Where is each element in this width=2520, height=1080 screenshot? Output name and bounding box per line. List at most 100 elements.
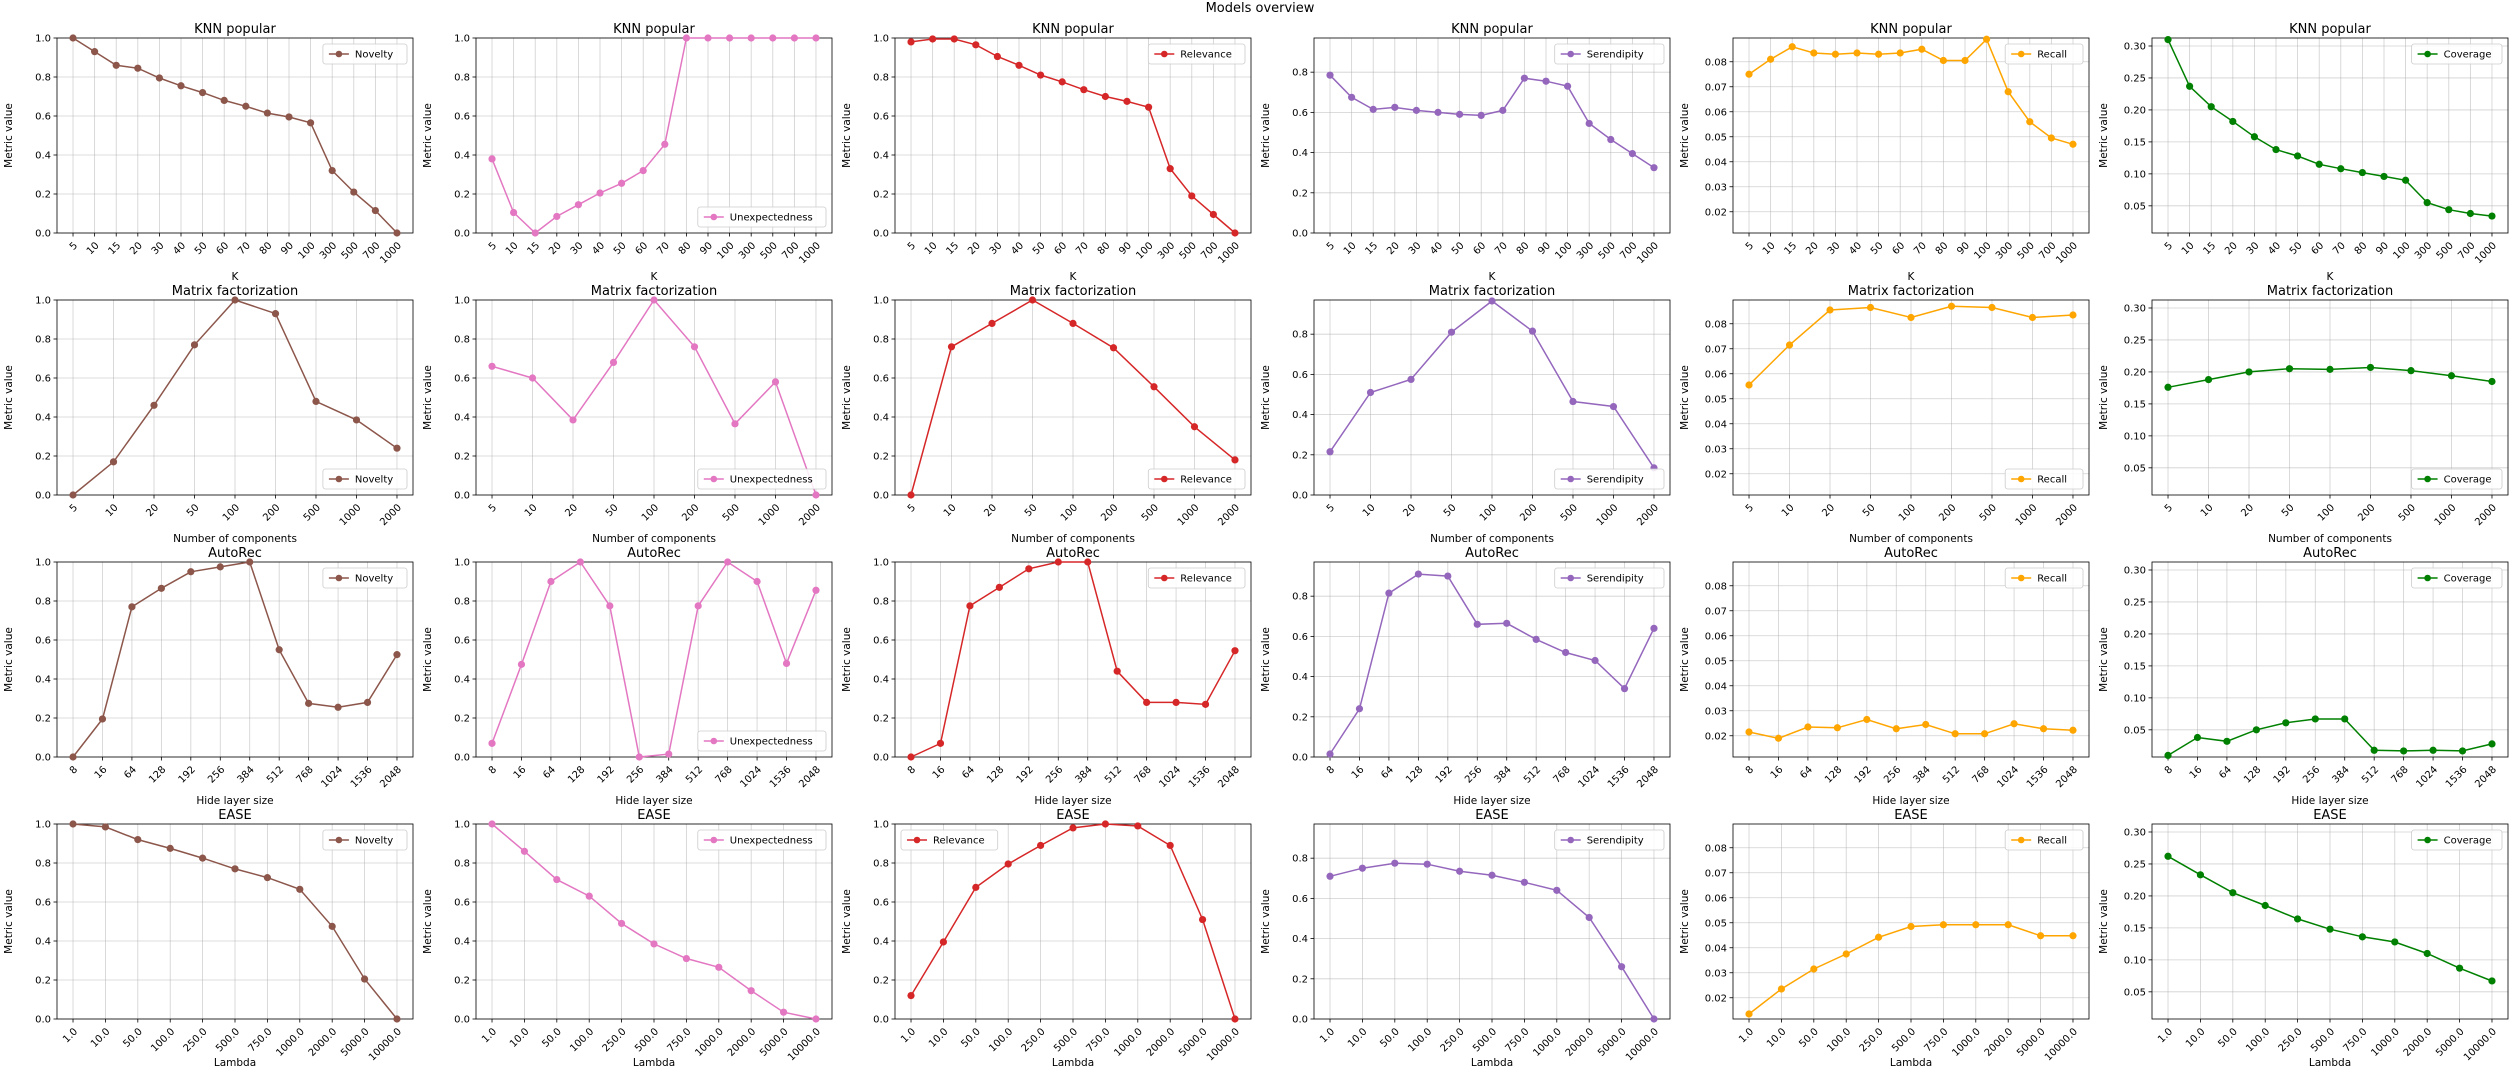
data-point xyxy=(1804,723,1812,731)
data-point xyxy=(639,167,647,175)
y-tick-label: 0.8 xyxy=(454,597,470,608)
data-point xyxy=(1326,448,1334,456)
subplot-title: EASE xyxy=(218,808,252,823)
subplot-title: Matrix factorization xyxy=(591,284,717,299)
y-axis-label: Metric value xyxy=(2098,889,2110,954)
x-tick-label: 20 xyxy=(1820,502,1837,519)
data-point xyxy=(2358,168,2366,177)
x-tick-label: 1000 xyxy=(2054,240,2080,266)
y-tick-label: 0.0 xyxy=(1292,491,1308,502)
data-point xyxy=(150,401,158,409)
subplot-title: EASE xyxy=(1894,808,1928,823)
data-point xyxy=(98,715,107,723)
x-tick-label: 384 xyxy=(236,764,257,785)
data-point xyxy=(2026,118,2034,126)
data-point xyxy=(1326,872,1334,880)
data-point xyxy=(779,1008,788,1016)
x-axis-label: K xyxy=(2327,271,2335,283)
legend-marker xyxy=(335,475,343,483)
y-tick-label: 0.8 xyxy=(873,73,889,84)
x-tick-label: 90 xyxy=(1536,240,1553,257)
subplot-title: Matrix factorization xyxy=(1848,284,1974,299)
data-point xyxy=(1385,589,1393,597)
x-tick-label: 128 xyxy=(1823,764,1844,785)
data-point xyxy=(2326,925,2334,933)
y-axis-label: Metric value xyxy=(1679,365,1691,430)
data-point xyxy=(69,753,77,761)
data-point xyxy=(715,963,723,971)
y-tick-label: 0.8 xyxy=(454,335,470,346)
data-point xyxy=(618,179,626,187)
y-axis-label: Metric value xyxy=(422,889,434,954)
series-line xyxy=(72,37,398,234)
data-point xyxy=(635,753,643,761)
data-point xyxy=(661,140,669,148)
x-tick-label: 100.0 xyxy=(568,1026,596,1054)
data-point xyxy=(596,189,604,197)
x-tick-label: 500.0 xyxy=(1471,1026,1499,1054)
y-tick-label: 0.04 xyxy=(1705,681,1727,692)
y-tick-label: 0.2 xyxy=(35,452,51,463)
y-tick-label: 1.0 xyxy=(873,34,889,45)
x-tick-label: 500 xyxy=(1597,240,1618,261)
x-tick-label: 50 xyxy=(1442,502,1459,519)
legend-label: Relevance xyxy=(933,836,985,847)
data-point xyxy=(2466,209,2474,218)
data-point xyxy=(569,416,577,424)
x-tick-label: 256 xyxy=(2301,764,2322,785)
x-tick-label: 192 xyxy=(1015,764,1036,785)
legend-label: Relevance xyxy=(1180,574,1232,585)
data-point xyxy=(1198,915,1207,924)
x-tick-label: 200 xyxy=(680,502,701,523)
y-tick-label: 1.0 xyxy=(454,296,470,307)
x-tick-label: 1000 xyxy=(2014,502,2040,528)
data-point xyxy=(2261,901,2269,910)
data-point xyxy=(1562,648,1570,657)
data-point xyxy=(520,847,529,855)
subplot-title: KNN popular xyxy=(194,22,276,37)
legend-box xyxy=(322,43,408,65)
subplot-title: KNN popular xyxy=(1870,22,1952,37)
data-point xyxy=(1423,860,1431,868)
x-tick-label: 20 xyxy=(547,240,564,257)
y-tick-label: 0.0 xyxy=(35,753,51,764)
x-tick-label: 300 xyxy=(1994,240,2015,261)
x-tick-label: 50 xyxy=(1869,240,1886,257)
data-point xyxy=(134,836,142,844)
data-point xyxy=(1166,841,1174,850)
x-tick-label: 2000.0 xyxy=(2402,1026,2435,1059)
legend-label: Recall xyxy=(2037,475,2067,486)
y-tick-label: 0.05 xyxy=(2124,463,2146,474)
x-tick-label: 256 xyxy=(1463,764,1484,785)
x-tick-label: 10.0 xyxy=(89,1026,113,1050)
data-point xyxy=(1863,715,1871,724)
x-tick-label: 10 xyxy=(85,240,102,257)
y-axis-label: Metric value xyxy=(1679,889,1691,954)
data-point xyxy=(1391,859,1399,867)
x-tick-label: 500 xyxy=(2435,240,2456,261)
data-point xyxy=(1617,963,1626,971)
y-tick-label: 1.0 xyxy=(873,558,889,569)
x-tick-label: 5000.0 xyxy=(339,1026,372,1059)
subplot-relevance-3: AutoRec 0.0 0.2 0.4 0.6 0.8 1.0 8 16 64 128 192 256 3… xyxy=(841,546,1252,807)
y-tick-label: 0.05 xyxy=(1705,656,1727,667)
data-point xyxy=(1488,297,1496,305)
y-tick-label: 0.8 xyxy=(1292,854,1308,865)
data-point xyxy=(334,703,342,711)
legend-box xyxy=(697,468,827,490)
y-tick-label: 0.6 xyxy=(35,636,51,647)
x-tick-label: 256 xyxy=(625,764,646,785)
data-point xyxy=(1134,822,1142,830)
x-tick-label: 15 xyxy=(526,240,543,257)
subplot-novelty-1: KNN popular 0.0 0.2 0.4 0.6 0.8 1.0 5 10 15 20 30 40… xyxy=(3,22,414,283)
data-point xyxy=(2069,311,2077,319)
data-point xyxy=(263,874,271,882)
legend-marker xyxy=(1161,475,1168,483)
x-axis-label: Number of components xyxy=(1849,533,1973,545)
series-line xyxy=(2167,39,2493,217)
legend-box xyxy=(2411,468,2503,490)
data-point xyxy=(907,753,915,761)
legend-label: Novelty xyxy=(355,574,393,585)
data-point xyxy=(704,34,712,42)
legend-label: Serendipity xyxy=(1587,574,1644,585)
